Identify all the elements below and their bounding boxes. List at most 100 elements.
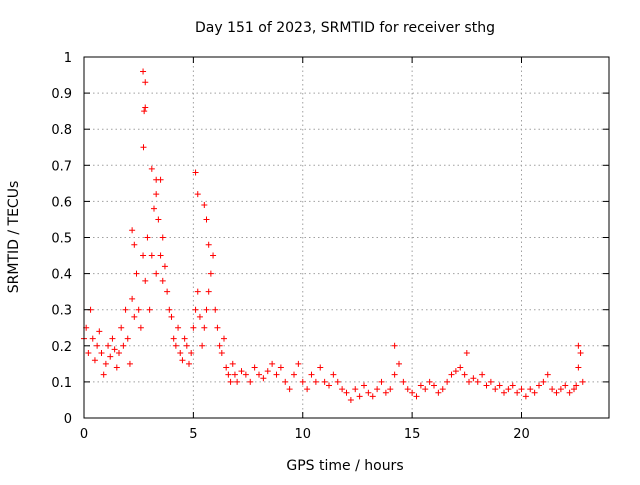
data-point [179, 357, 186, 364]
ticks-layer: 00.10.20.30.40.50.60.70.80.910 5 10 15 20 [51, 51, 609, 442]
y-tick-label: 0.8 [51, 123, 72, 138]
data-point [396, 360, 402, 367]
data-point [575, 364, 582, 371]
data-point [492, 386, 499, 393]
data-point [326, 382, 332, 389]
data-point [133, 270, 140, 277]
data-point [286, 386, 293, 393]
data-point [91, 357, 98, 364]
data-point [168, 313, 175, 320]
data-point [100, 371, 107, 378]
data-point [431, 382, 437, 389]
data-point [113, 364, 120, 371]
data-point [308, 371, 315, 378]
data-point [448, 371, 455, 378]
data-point [260, 375, 267, 382]
y-axis-title: SRMTID / TECUs [6, 181, 22, 294]
data-point [153, 270, 160, 277]
data-point [172, 342, 179, 349]
data-point [170, 335, 177, 342]
data-point [177, 350, 184, 357]
y-tick-label: 0.1 [51, 376, 72, 391]
x-tick-label: 10 [294, 427, 311, 442]
data-point [142, 79, 149, 86]
data-point [277, 364, 284, 371]
data-point [251, 364, 258, 371]
data-point [140, 144, 147, 151]
data-point [334, 378, 341, 385]
data-point [527, 386, 534, 393]
data-point [264, 368, 271, 375]
y-tick-label: 0 [64, 412, 72, 427]
y-tick-label: 1 [64, 51, 72, 66]
data-point [522, 393, 529, 400]
data-point [214, 324, 221, 331]
data-point [194, 191, 201, 198]
data-point [404, 386, 411, 393]
data-point [188, 350, 195, 357]
data-point [487, 378, 494, 385]
data-point [361, 382, 367, 389]
data-point [356, 393, 363, 400]
data-point [282, 378, 289, 385]
chart-title: Day 151 of 2023, SRMTID for receiver sth… [195, 20, 495, 36]
data-point [229, 360, 236, 367]
data-point [531, 389, 538, 396]
data-point [89, 335, 96, 342]
data-point [221, 335, 227, 342]
data-point [242, 371, 249, 378]
data-point [157, 252, 164, 259]
data-point [141, 108, 148, 115]
data-point [391, 342, 398, 349]
data-point [234, 378, 241, 385]
data-point [129, 295, 136, 302]
data-point [579, 378, 586, 385]
data-point [273, 371, 280, 378]
data-point [483, 382, 490, 389]
data-point [203, 306, 210, 313]
data-point [439, 386, 446, 393]
data-point [269, 360, 276, 367]
data-point [470, 375, 477, 382]
data-point [146, 306, 153, 313]
data-point [216, 342, 223, 349]
data-point [205, 288, 212, 295]
data-point [225, 371, 232, 378]
y-tick-label: 0.9 [51, 87, 72, 102]
data-point [129, 227, 136, 234]
data-point [111, 346, 118, 353]
data-point [207, 270, 214, 277]
data-point [94, 342, 101, 349]
data-point [212, 306, 219, 313]
data-point [238, 368, 245, 375]
data-point [161, 263, 168, 270]
data-point [153, 191, 160, 198]
data-point [575, 342, 582, 349]
data-point [181, 335, 188, 342]
data-point [223, 364, 230, 371]
data-point [131, 313, 138, 320]
data-point [317, 364, 324, 371]
data-point [466, 378, 472, 385]
y-tick-label: 0.6 [51, 195, 72, 210]
data-point [369, 393, 376, 400]
data-point [577, 350, 584, 357]
x-tick-label: 15 [404, 427, 421, 442]
data-point [343, 389, 350, 396]
data-point [201, 324, 208, 331]
data-point [126, 360, 133, 367]
data-point [573, 382, 580, 389]
data-point [144, 234, 151, 241]
data-point [131, 241, 138, 248]
data-point [122, 306, 129, 313]
data-point [365, 389, 372, 396]
data-point [157, 176, 164, 183]
data-point [505, 386, 512, 393]
data-point [116, 350, 122, 357]
data-point [413, 393, 420, 400]
data-point [444, 378, 451, 385]
data-point [435, 389, 442, 396]
data-point [474, 378, 481, 385]
x-tick-label: 20 [513, 427, 530, 442]
